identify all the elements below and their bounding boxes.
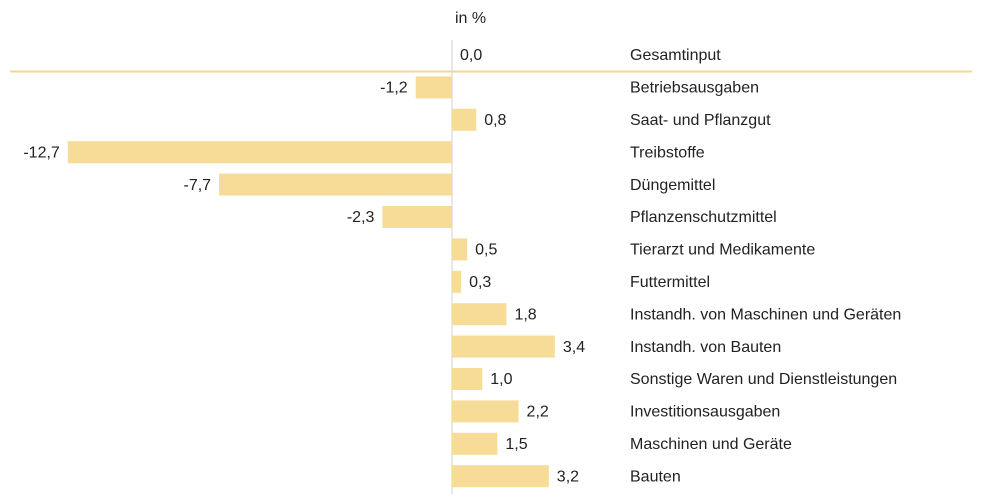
bar (452, 335, 555, 358)
value-label: 3,4 (563, 339, 585, 356)
value-label: -7,7 (183, 177, 211, 194)
bar (67, 141, 452, 164)
category-label: Betriebsausgaben (630, 80, 759, 97)
value-label: -12,7 (23, 144, 60, 161)
category-label: Gesamtinput (630, 47, 721, 64)
value-label: 0,0 (460, 47, 482, 64)
bar (452, 465, 549, 488)
value-label: 1,8 (514, 306, 536, 323)
bar (219, 173, 452, 196)
value-label: 0,5 (475, 242, 497, 259)
category-label: Treibstoffe (630, 144, 705, 161)
category-label: Instandh. von Maschinen und Geräten (630, 306, 901, 323)
value-label: 3,2 (557, 468, 579, 485)
category-label: Düngemittel (630, 177, 715, 194)
category-label: Investitionsausgaben (630, 404, 780, 421)
category-label: Bauten (630, 468, 681, 485)
category-label: Maschinen und Geräte (630, 436, 792, 453)
value-label: 2,2 (527, 404, 549, 421)
category-label: Pflanzenschutzmittel (630, 209, 777, 226)
category-label: Sonstige Waren und Dienstleistungen (630, 371, 897, 388)
value-label: 1,0 (490, 371, 512, 388)
category-label: Tierarzt und Medikamente (630, 242, 815, 259)
value-label: -1,2 (380, 80, 408, 97)
bar (452, 368, 483, 390)
bar (452, 432, 498, 455)
category-label: Instandh. von Bauten (630, 339, 781, 356)
axis-label: in % (455, 10, 486, 27)
bar (452, 238, 468, 261)
bar (382, 206, 452, 228)
bar (452, 108, 477, 131)
bar (452, 270, 462, 293)
value-label: 1,5 (505, 436, 527, 453)
value-label: 0,8 (484, 112, 506, 129)
bar (415, 76, 452, 99)
bar (452, 400, 519, 423)
value-label: -2,3 (347, 209, 375, 226)
value-label: 0,3 (469, 274, 491, 291)
category-label: Futtermittel (630, 274, 710, 291)
bar (452, 303, 507, 326)
category-label: Saat- und Pflanzgut (630, 112, 771, 129)
